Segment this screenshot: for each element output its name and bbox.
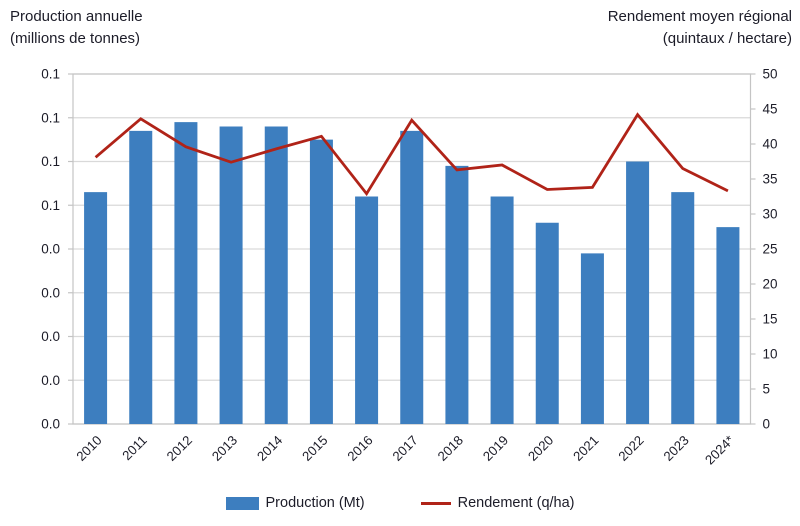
bar-2016 [355,196,379,424]
left-axis-tick-label: 0.0 [41,285,60,300]
rendement-line [94,112,729,197]
left-axis-tick-label: 0.0 [41,329,60,344]
left-axis-tick-label: 0.0 [41,417,60,432]
left-axis-title: Production annuelle (millions de tonnes) [10,6,143,50]
bar-2019 [490,196,514,424]
right-axis-title: Rendement moyen régional (quintaux / hec… [608,6,792,50]
left-axis-tick-label: 0.0 [41,242,60,257]
right-axis-tick-label: 20 [763,277,778,292]
left-axis-tick-label: 0.1 [41,198,60,213]
x-axis-label-2017: 2017 [390,433,421,464]
legend-item-production: Production (Mt) [225,495,365,511]
x-axis-label-2010: 2010 [73,433,104,464]
x-axis-label-2014: 2014 [254,433,285,464]
left-axis-tick-label: 0.1 [41,110,60,125]
x-axis-label-2012: 2012 [164,433,195,464]
bar-2010 [84,192,108,424]
right-axis-tick-label: 5 [763,382,771,397]
bar-2015 [309,139,333,424]
x-axis-label-2019: 2019 [480,433,511,464]
right-axis-title-line1: Rendement moyen régional [607,8,792,25]
left-axis-title-line2: (millions de tonnes) [10,30,141,47]
bar-2018 [445,165,469,424]
left-axis-tick-label: 0.1 [41,67,60,82]
legend-rendement-label: Rendement (q/ha) [457,495,575,511]
x-axis-label-2011: 2011 [119,433,150,464]
x-axis-label-2020: 2020 [525,433,556,464]
right-axis-tick-label: 30 [763,207,778,222]
x-axis-label-2022: 2022 [615,433,646,464]
combo-chart: 0.10.10.10.10.00.00.00.00.05045403530252… [41,67,778,468]
bar-2024 [716,227,740,424]
right-axis-tick-label: 15 [763,312,778,327]
x-axis-label-2021: 2021 [570,433,601,464]
legend-item-rendement: Rendement (q/ha) [420,495,575,511]
x-axis-label-2016: 2016 [344,433,375,464]
right-axis-tick-label: 0 [763,417,771,432]
bar-2023 [671,192,695,424]
legend-production-label: Production (Mt) [265,495,365,511]
right-axis-tick-label: 25 [763,242,778,257]
bar-2013 [219,126,243,424]
right-axis-tick-label: 35 [763,172,778,187]
x-axis-label-2013: 2013 [209,433,240,464]
bar-2014 [264,126,288,424]
right-axis-tick-label: 10 [763,347,778,362]
left-axis-tick-label: 0.0 [41,373,60,388]
left-axis-title-line1: Production annuelle [10,8,143,25]
right-axis-tick-label: 40 [763,137,778,152]
bar-2021 [580,253,604,424]
x-axis-label-2024: 2024* [702,433,737,468]
bar-2011 [129,130,153,424]
right-axis-title-line2: (quintaux / hectare) [662,30,792,47]
rendement-line-swatch [420,501,451,505]
bar-2017 [400,130,424,424]
right-axis-tick-label: 50 [763,67,778,82]
production-bar-swatch [225,496,259,510]
bar-2020 [535,222,559,424]
legend: Production (Mt) Rendement (q/ha) [0,495,800,511]
right-axis-tick-label: 45 [763,102,778,117]
bar-2022 [626,161,650,424]
bar-2012 [174,122,198,424]
x-axis-label-2023: 2023 [661,433,692,464]
left-axis-tick-label: 0.1 [41,154,60,169]
x-axis-label-2018: 2018 [435,433,466,464]
x-axis-label-2015: 2015 [299,433,330,464]
